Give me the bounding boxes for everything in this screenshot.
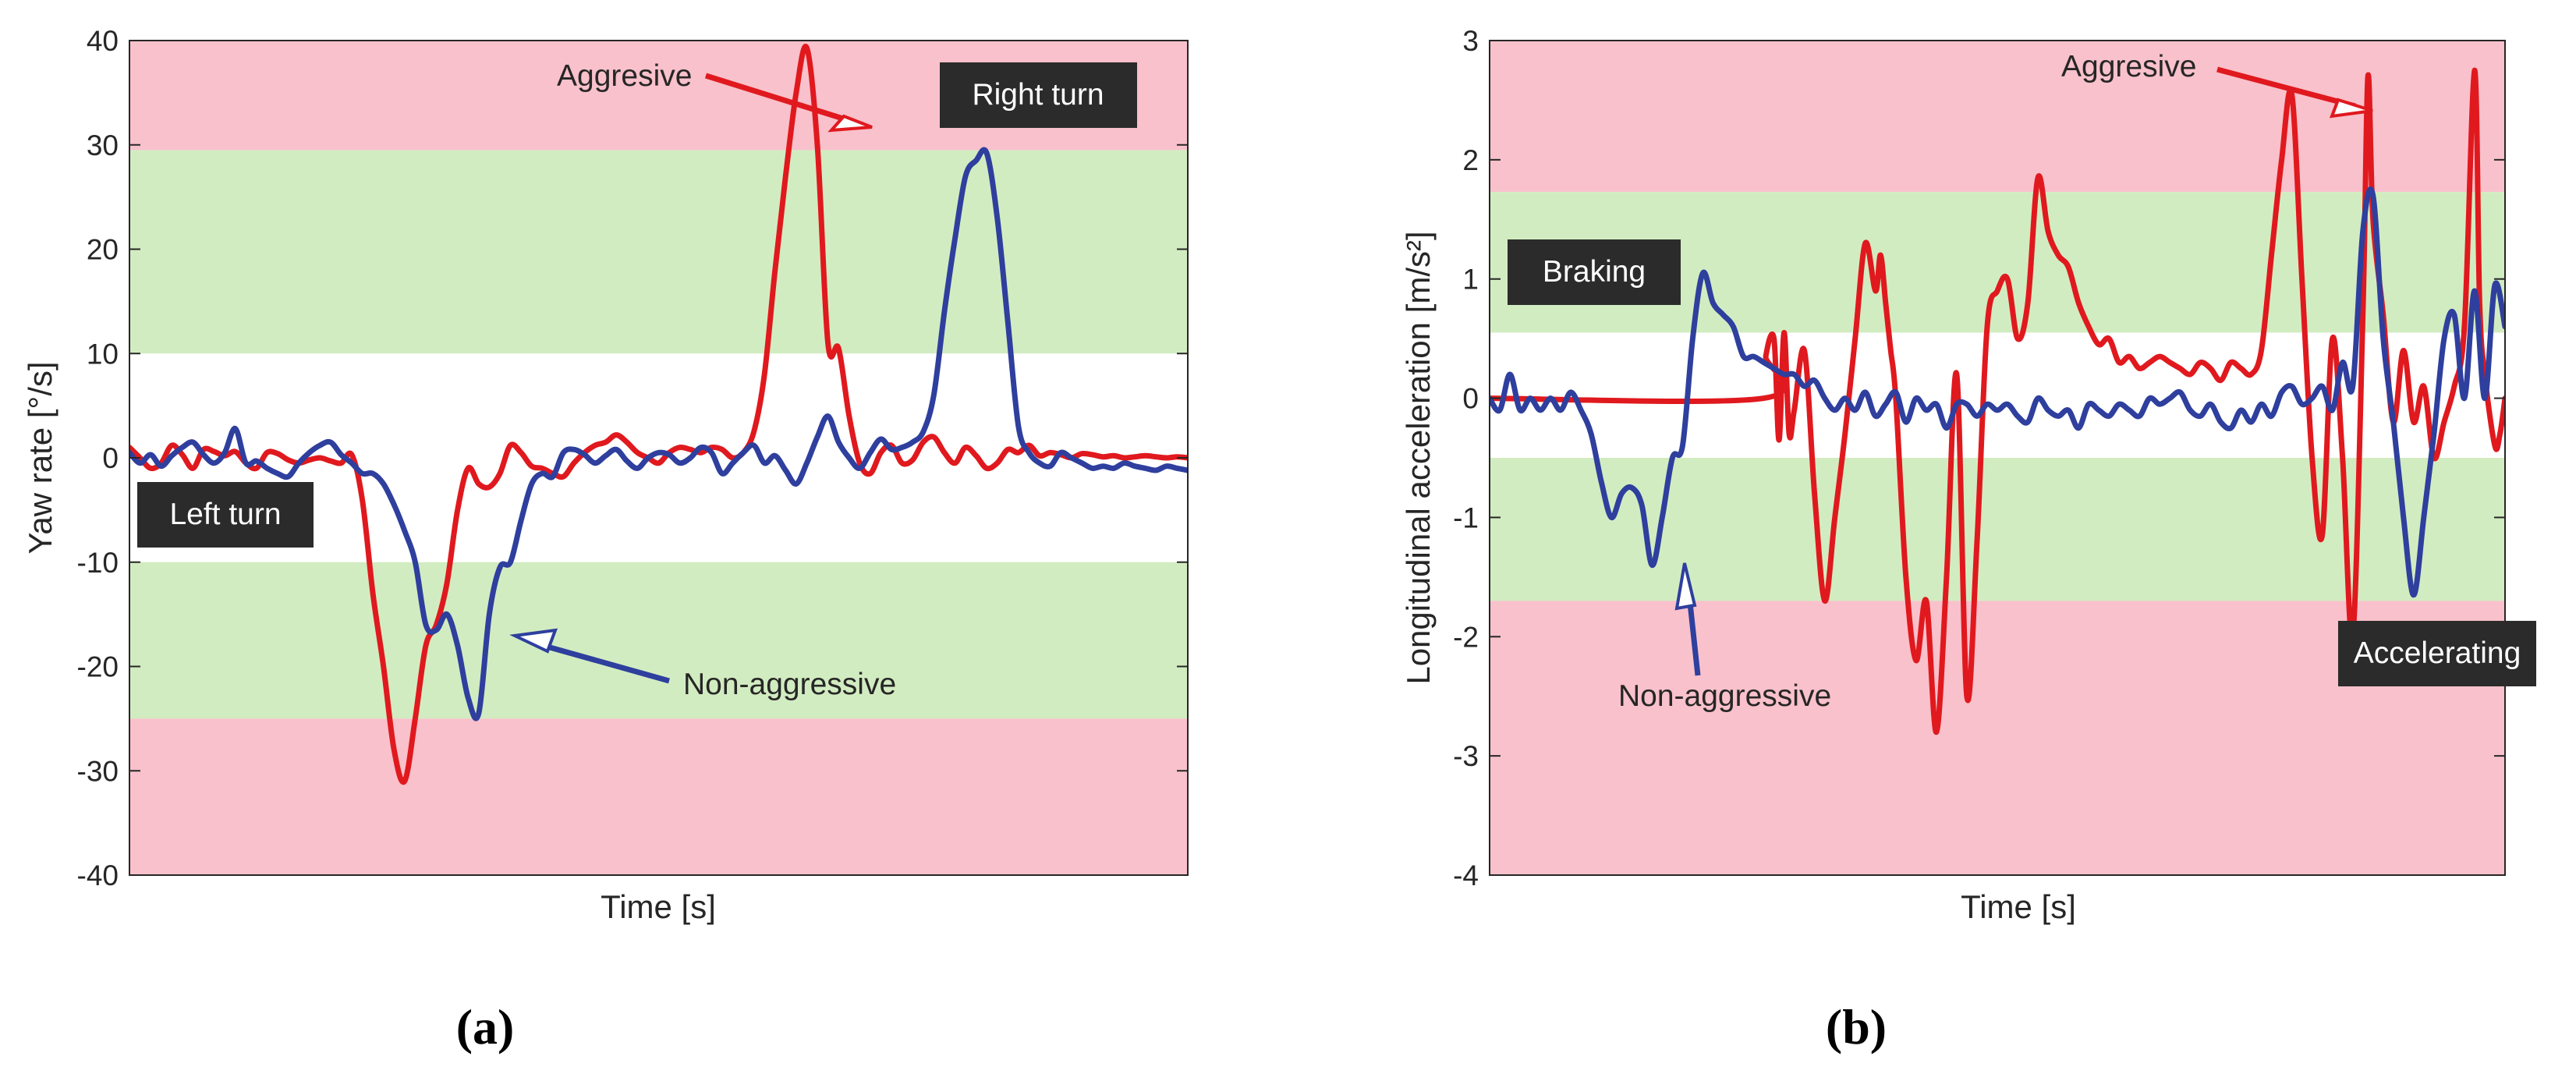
svg-text:Aggresive: Aggresive xyxy=(2061,50,2196,83)
svg-text:Braking: Braking xyxy=(1543,255,1646,289)
y-axis-ticks: -4 -3 -2 -1 0 1 2 3 xyxy=(1453,25,2505,891)
y-tick-label: -4 xyxy=(1453,860,1479,891)
left-turn-label: Left turn xyxy=(137,482,314,548)
panel-label-a: (a) xyxy=(456,999,515,1055)
non-aggressive-series-line xyxy=(1490,186,2505,598)
y-tick-label: 30 xyxy=(87,129,119,161)
series-lines xyxy=(1490,67,2505,735)
y-tick-label: 3 xyxy=(1462,25,1479,57)
y-tick-label: 2 xyxy=(1462,144,1479,176)
non-aggressive-annotation: Non-aggressive xyxy=(1618,562,1831,713)
plot-frame xyxy=(1489,40,2506,876)
aggressive-annotation: Aggresive xyxy=(557,59,873,133)
y-tick-label: 0 xyxy=(102,442,119,474)
braking-label: Braking xyxy=(1508,239,1681,305)
moderate-zone xyxy=(129,562,1188,719)
y-axis-ticks: -40 -30 -20 -10 0 10 20 30 40 xyxy=(77,25,1188,891)
y-tick-label: -20 xyxy=(77,651,119,683)
accelerating-label: Accelerating xyxy=(2338,621,2536,686)
svg-text:Right turn: Right turn xyxy=(972,78,1104,112)
y-tick-label: 1 xyxy=(1462,264,1479,296)
series-lines xyxy=(129,44,1188,785)
y-tick-label: -40 xyxy=(77,860,119,891)
moderate-zone xyxy=(1490,458,2505,601)
zone-bands xyxy=(129,41,1188,875)
aggressive-zone xyxy=(1490,41,2505,193)
svg-text:Accelerating: Accelerating xyxy=(2354,636,2521,670)
yaw-rate-chart: -40 -30 -20 -10 0 10 20 30 40 Time [s] Yaw rate … xyxy=(22,25,1189,1055)
longitudinal-acceleration-chart: -4 -3 -2 -1 0 1 2 3 Time [s] Longitudinal accel… xyxy=(1400,25,2536,1055)
y-axis-label: Longitudinal acceleration [m/s²] xyxy=(1400,231,1437,684)
non-aggressive-annotation: Non-aggressive xyxy=(509,628,896,701)
y-tick-label: -10 xyxy=(77,547,119,579)
y-tick-label: 20 xyxy=(87,234,119,266)
svg-text:Aggresive: Aggresive xyxy=(557,59,692,93)
y-tick-label: -1 xyxy=(1453,502,1479,533)
x-axis-label: Time [s] xyxy=(601,888,716,925)
zone-bands xyxy=(1490,41,2505,875)
svg-text:Non-aggressive: Non-aggressive xyxy=(683,668,896,701)
y-tick-label: 40 xyxy=(87,25,119,57)
svg-text:Non-aggressive: Non-aggressive xyxy=(1618,679,1831,713)
svg-text:Left turn: Left turn xyxy=(169,498,281,531)
x-axis-label: Time [s] xyxy=(1961,888,2076,925)
aggressive-zone xyxy=(129,718,1188,875)
aggressive-zone xyxy=(1490,601,2505,875)
y-tick-label: -2 xyxy=(1453,621,1479,653)
aggressive-annotation: Aggresive xyxy=(2061,50,2373,119)
y-tick-label: -3 xyxy=(1453,740,1479,772)
y-tick-label: -30 xyxy=(77,755,119,787)
non-aggressive-series-line xyxy=(129,147,1188,721)
moderate-zone xyxy=(129,150,1188,354)
right-turn-label: Right turn xyxy=(940,62,1137,128)
y-tick-label: 10 xyxy=(87,338,119,370)
y-axis-label: Yaw rate [°/s] xyxy=(22,361,58,554)
y-tick-label: 0 xyxy=(1462,383,1479,415)
panel-label-b: (b) xyxy=(1826,999,1887,1055)
